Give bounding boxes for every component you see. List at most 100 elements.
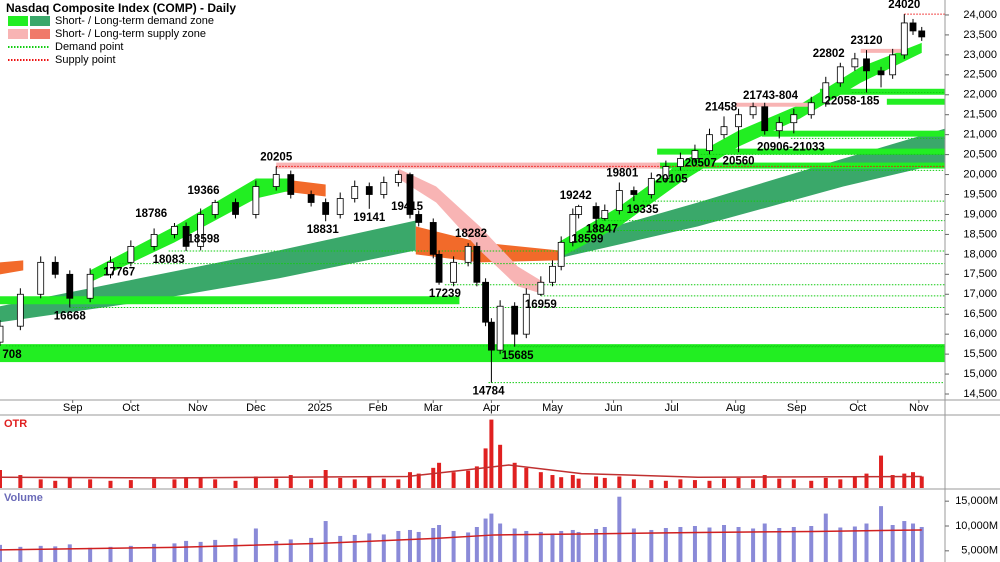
candle-body <box>549 265 556 283</box>
volume-bar <box>466 532 471 562</box>
otr-bar <box>18 475 23 488</box>
volume-bar <box>0 544 2 562</box>
x-tick-label: Mar <box>424 402 443 414</box>
volume-bar <box>198 541 203 562</box>
legend-swatch <box>30 29 50 39</box>
y-tick-label: 17,000 <box>963 288 997 300</box>
otr-bar <box>631 479 636 488</box>
y-tick-label: 23,000 <box>963 49 997 61</box>
candle-body <box>307 194 315 203</box>
x-tick-label: Nov <box>909 402 929 414</box>
candle-body <box>182 226 190 247</box>
otr-bar <box>38 479 43 488</box>
price-annotation: 23120 <box>851 35 883 47</box>
otr-bar <box>466 470 471 488</box>
price-annotation: 18831 <box>307 224 340 236</box>
zone <box>860 48 902 53</box>
volume-bar <box>451 530 456 562</box>
otr-bar <box>512 462 517 488</box>
otr-bar <box>198 477 203 488</box>
candle-body <box>601 210 609 219</box>
otr-bar <box>172 479 177 488</box>
zone-layer <box>0 13 945 384</box>
legend-swatch <box>8 16 28 26</box>
candle-body <box>720 126 728 136</box>
zone <box>0 296 460 305</box>
candle-body <box>749 106 757 116</box>
volume-bar <box>498 523 503 562</box>
candle-body <box>900 22 908 56</box>
candle-body <box>211 202 219 215</box>
otr-bar <box>809 480 814 488</box>
candle-body <box>706 134 713 152</box>
candle-body <box>918 30 926 38</box>
candle-body <box>197 214 205 247</box>
candle-body <box>287 174 295 195</box>
otr-bar <box>288 475 293 488</box>
candle-body <box>351 186 359 199</box>
volume-bar <box>602 526 607 562</box>
chart-title: Nasdaq Composite Index (COMP) - Daily <box>6 1 236 15</box>
price-annotation: 21743-804 <box>743 90 799 102</box>
otr-bar <box>524 467 529 488</box>
price-annotation: 19801 <box>606 168 639 180</box>
candle-body <box>365 186 373 195</box>
otr-bar <box>559 477 564 488</box>
candle-body <box>380 182 388 195</box>
candle-body <box>761 106 769 132</box>
volume-bar <box>919 526 924 562</box>
zone-band <box>398 168 544 295</box>
candle-body <box>150 234 158 247</box>
x-tick-label: Jul <box>665 402 679 414</box>
price-annotation: 20560 <box>723 155 755 167</box>
price-annotation: 18599 <box>571 233 603 245</box>
x-tick-label: Apr <box>483 402 500 414</box>
volume-bar <box>777 527 782 562</box>
otr-bar <box>550 475 555 488</box>
candle-body <box>735 114 742 128</box>
candle-body <box>647 178 655 195</box>
volume-bar <box>762 523 767 562</box>
candle-body <box>473 245 481 283</box>
otr-bar <box>663 480 668 488</box>
volume-bar <box>736 526 741 562</box>
otr-bar <box>570 475 575 488</box>
volume-bar <box>722 525 727 562</box>
zone <box>657 162 945 169</box>
y-tick-label: 20,500 <box>963 149 997 161</box>
price-annotation: 20105 <box>656 173 689 185</box>
candle-body <box>909 22 917 32</box>
volume-bar <box>631 528 636 562</box>
otr-bar <box>323 470 328 488</box>
otr-bar <box>352 479 357 488</box>
zone <box>735 102 815 107</box>
volume-bar <box>128 545 133 562</box>
price-annotation: 20906-21033 <box>757 141 825 153</box>
candle-body <box>322 202 330 215</box>
otr-bar <box>407 472 412 488</box>
volume-bar <box>38 545 43 562</box>
otr-bar <box>0 470 2 488</box>
volume-bar <box>911 523 916 562</box>
price-annotation: 708 <box>2 349 22 361</box>
otr-bar <box>128 480 133 488</box>
otr-bar <box>911 472 916 488</box>
candle-body <box>435 253 443 283</box>
volume-bar <box>108 546 113 562</box>
candle-body <box>107 261 114 275</box>
price-annotation: 20507 <box>685 157 717 169</box>
otr-bar <box>791 479 796 488</box>
price-annotation: 18786 <box>135 208 167 220</box>
volume-bar <box>524 530 529 562</box>
otr-bar <box>722 478 727 488</box>
otr-bar <box>53 480 58 488</box>
zone <box>819 88 945 95</box>
candle-body <box>511 305 519 335</box>
legend-label: Short- / Long-term supply zone <box>55 28 206 40</box>
legend-swatch <box>8 29 28 39</box>
price-annotation: 19366 <box>188 185 220 197</box>
candle-body <box>775 122 783 132</box>
volume-bar <box>809 526 814 562</box>
volume-bar <box>381 534 386 562</box>
